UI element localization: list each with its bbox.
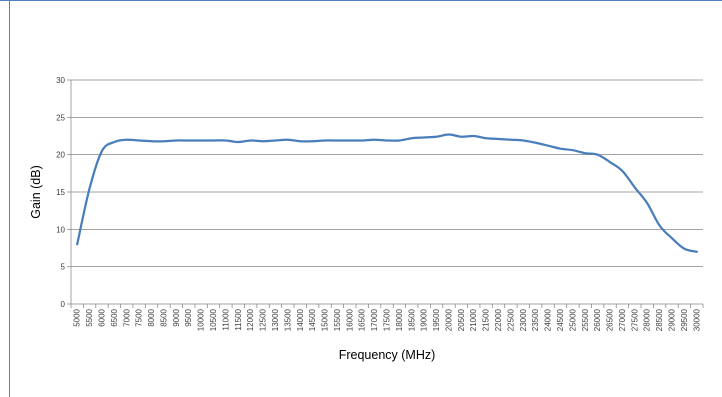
x-tick-label-16500: 16500 xyxy=(358,308,367,331)
x-tick-label-24000: 24000 xyxy=(544,308,553,331)
y-tick-label-30: 30 xyxy=(56,76,65,85)
x-tick-label-10500: 10500 xyxy=(209,308,218,331)
x-tick-label-15000: 15000 xyxy=(321,308,330,331)
y-tick-label-25: 25 xyxy=(56,113,65,122)
x-tick-label-12500: 12500 xyxy=(259,308,268,331)
x-tick-label-30000: 30000 xyxy=(692,308,701,331)
y-tick-label-0: 0 xyxy=(61,300,66,309)
axes xyxy=(67,79,704,308)
x-tick-label-7000: 7000 xyxy=(122,308,131,326)
x-tick-label-19500: 19500 xyxy=(432,308,441,331)
x-tick-label-6500: 6500 xyxy=(110,308,119,326)
x-tick-label-19000: 19000 xyxy=(420,308,429,331)
x-tick-label-27000: 27000 xyxy=(618,308,627,331)
x-tick-label-17000: 17000 xyxy=(370,308,379,331)
x-tick-label-22500: 22500 xyxy=(506,308,515,331)
x-tick-label-26500: 26500 xyxy=(606,308,615,331)
x-tick-label-28000: 28000 xyxy=(643,308,652,331)
x-tick-label-20500: 20500 xyxy=(457,308,466,331)
x-tick-label-24500: 24500 xyxy=(556,308,565,331)
x-tick-label-11000: 11000 xyxy=(221,308,230,330)
x-tick-label-16000: 16000 xyxy=(345,308,354,331)
y-tick-labels: 0 5 10 15 20 25 30 xyxy=(56,76,65,309)
x-tick-label-5000: 5000 xyxy=(73,308,82,326)
x-tick-label-7500: 7500 xyxy=(135,308,144,326)
frame-top-border xyxy=(0,0,722,1)
y-axis-title: Gain (dB) xyxy=(29,165,43,219)
x-tick-label-10000: 10000 xyxy=(197,308,206,331)
frame-left-border xyxy=(9,0,10,397)
x-tick-label-18500: 18500 xyxy=(407,308,416,331)
x-tick-label-5500: 5500 xyxy=(85,308,94,326)
x-tick-label-23500: 23500 xyxy=(531,308,540,331)
x-tick-labels: 5000 5500 6000 6500 7000 7500 8000 8500 9000 9500… xyxy=(73,308,702,331)
x-tick-label-21000: 21000 xyxy=(469,308,478,331)
series xyxy=(76,133,698,253)
y-tick-label-5: 5 xyxy=(61,263,66,272)
x-tick-label-13500: 13500 xyxy=(283,308,292,331)
x-tick-label-25000: 25000 xyxy=(568,308,577,331)
x-tick-label-11500: 11500 xyxy=(234,308,243,330)
x-tick-label-21500: 21500 xyxy=(482,308,491,331)
series-line-0 xyxy=(76,133,698,253)
x-tick-label-15500: 15500 xyxy=(333,308,342,331)
x-tick-label-22000: 22000 xyxy=(494,308,503,331)
x-tick-label-12000: 12000 xyxy=(246,308,255,331)
x-tick-label-27500: 27500 xyxy=(630,308,639,331)
x-tick-label-29500: 29500 xyxy=(680,308,689,331)
x-tick-label-8500: 8500 xyxy=(159,308,168,326)
y-tick-label-10: 10 xyxy=(56,225,65,234)
x-tick-label-18000: 18000 xyxy=(395,308,404,331)
x-tick-label-6000: 6000 xyxy=(97,308,106,326)
x-tick-label-26000: 26000 xyxy=(593,308,602,331)
gridlines xyxy=(71,79,703,268)
x-tick-label-17500: 17500 xyxy=(383,308,392,331)
y-tick-label-15: 15 xyxy=(56,188,65,197)
x-tick-label-25500: 25500 xyxy=(581,308,590,331)
x-tick-label-14500: 14500 xyxy=(308,308,317,331)
x-tick-label-13000: 13000 xyxy=(271,308,280,331)
x-tick-label-23000: 23000 xyxy=(519,308,528,331)
x-tick-label-8000: 8000 xyxy=(147,308,156,326)
x-axis-title: Frequency (MHz) xyxy=(339,348,436,362)
x-tick-label-9500: 9500 xyxy=(184,308,193,326)
x-tick-label-9000: 9000 xyxy=(172,308,181,326)
y-tick-label-20: 20 xyxy=(56,151,65,160)
x-tick-label-20000: 20000 xyxy=(444,308,453,331)
x-tick-label-14000: 14000 xyxy=(296,308,305,331)
x-tick-label-28500: 28500 xyxy=(655,308,664,331)
x-tick-label-29000: 29000 xyxy=(668,308,677,331)
